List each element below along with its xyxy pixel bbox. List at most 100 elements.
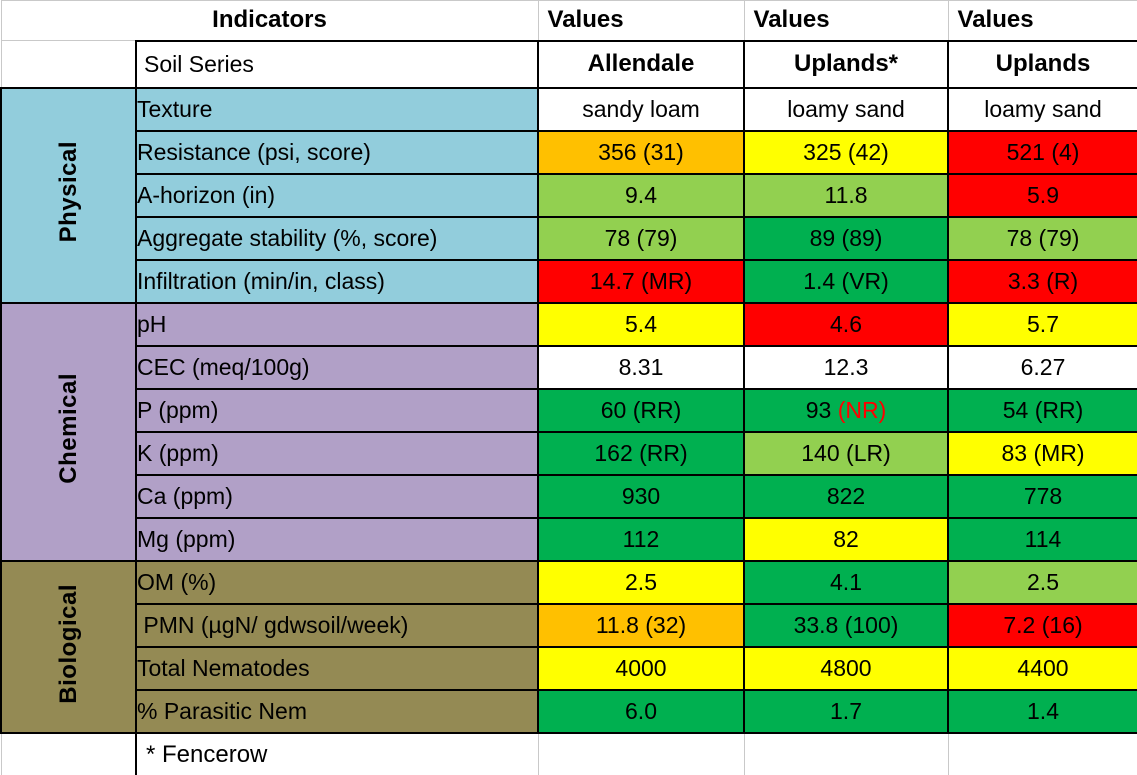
- indicator-cell: Resistance (psi, score): [134, 129, 540, 175]
- indicator-cell: Aggregate stability (%, score): [134, 215, 540, 261]
- indicator-cell: Texture: [134, 86, 540, 132]
- footnote-spacer-cell: [0, 732, 137, 775]
- indicator-cell: P (ppm): [134, 387, 540, 433]
- section-label: Chemical: [54, 373, 82, 484]
- value-cell: 6.27: [947, 344, 1137, 390]
- value-cell: 3.3 (R): [947, 258, 1137, 304]
- table-row: Resistance (psi, score) 356 (31) 325 (42) 5…: [1, 129, 1137, 175]
- value-cell: 2.5: [947, 559, 1137, 605]
- value-cell: sandy loam: [537, 86, 746, 132]
- section-category-cell-physical: Physical: [0, 86, 137, 304]
- footnote-text: * Fencerow: [134, 732, 539, 775]
- table-row: Physical Texture sandy loam loamy sand loamy…: [0, 86, 1137, 304]
- value-cell: 12.3: [743, 344, 950, 390]
- value-cell: 5.9: [947, 172, 1137, 218]
- values-header-2: Values: [743, 0, 949, 41]
- table-body: Physical Texture sandy loam loamy sand loamy…: [0, 86, 1137, 734]
- values-header-3: Values: [947, 0, 1137, 41]
- value-cell: 8.31: [537, 344, 746, 390]
- value-cell: 9.4: [537, 172, 746, 218]
- value-cell: 83 (MR): [947, 430, 1137, 476]
- value-cell: 1.4: [947, 688, 1137, 734]
- table-row: Ca (ppm) 930 822 778: [1, 473, 1137, 519]
- value-cell: 5.7: [947, 301, 1137, 347]
- value-cell: 325 (42): [743, 129, 950, 175]
- indicator-cell: K (ppm): [134, 430, 540, 476]
- header-row: Indicators Values Values Values: [0, 0, 1137, 41]
- table-row: Mg (ppm) 112 82 114: [1, 516, 1137, 562]
- table-row: Infiltration (min/in, class) 14.7 (MR) 1.4…: [1, 258, 1137, 304]
- value-cell: 4.6: [743, 301, 950, 347]
- value-cell: 60 (RR): [537, 387, 746, 433]
- value-cell: 5.4: [537, 301, 746, 347]
- value-cell: 1.7: [743, 688, 950, 734]
- footnote-row: * Fencerow: [0, 732, 1137, 775]
- value-cell: 89 (89): [743, 215, 950, 261]
- indicator-cell: A-horizon (in): [134, 172, 540, 218]
- value-cell: 6.0: [537, 688, 746, 734]
- indicator-cell: CEC (meq/100g): [134, 344, 540, 390]
- indicator-cell: % Parasitic Nem: [134, 688, 540, 734]
- value-cell: 93 (NR): [743, 387, 950, 433]
- footnote-empty-cell: [537, 732, 745, 775]
- table-row: Total Nematodes 4000 4800 4400: [1, 645, 1137, 691]
- table-header-rows: Indicators Values Values Values Soil Ser…: [0, 0, 1137, 89]
- value-cell: 54 (RR): [947, 387, 1137, 433]
- value-cell: 4400: [947, 645, 1137, 691]
- indicators-header: Indicators: [0, 0, 539, 41]
- value-cell: loamy sand: [947, 86, 1137, 132]
- indicator-cell: pH: [134, 301, 540, 347]
- indicator-cell: Infiltration (min/in, class): [134, 258, 540, 304]
- value-cell: 14.7 (MR): [537, 258, 746, 304]
- value-cell: 33.8 (100): [743, 602, 950, 648]
- value-cell: 4000: [537, 645, 746, 691]
- value-cell: 822: [743, 473, 950, 519]
- value-cell: 778: [947, 473, 1137, 519]
- value-cell: 2.5: [537, 559, 746, 605]
- value-cell: 140 (LR): [743, 430, 950, 476]
- table-row: CEC (meq/100g) 8.31 12.3 6.27: [1, 344, 1137, 390]
- footnote-empty-cell: [743, 732, 949, 775]
- value-cell: 521 (4): [947, 129, 1137, 175]
- indicator-cell: Mg (ppm): [134, 516, 540, 562]
- table-row: PMN (µgN/ gdwsoil/week) 11.8 (32) 33.8 (10…: [1, 602, 1137, 648]
- value-cell: 4.1: [743, 559, 950, 605]
- series-name-uplands: Uplands: [947, 39, 1137, 89]
- series-name-uplands-fencerow: Uplands*: [743, 39, 950, 89]
- table-footer-rows: * Fencerow: [0, 732, 1137, 775]
- value-cell: 162 (RR): [537, 430, 746, 476]
- value-cell: 4800: [743, 645, 950, 691]
- value-cell: 7.2 (16): [947, 602, 1137, 648]
- section-category-cell-chemical: Chemical: [0, 301, 137, 562]
- value-cell: 11.8 (32): [537, 602, 746, 648]
- section-label: Biological: [54, 583, 82, 704]
- values-header-1: Values: [537, 0, 745, 41]
- table-row: Chemical pH 5.4 4.6 5.7: [0, 301, 1137, 562]
- table-row: A-horizon (in) 9.4 11.8 5.9: [1, 172, 1137, 218]
- table-row: P (ppm) 60 (RR) 93 (NR) 54 (RR): [1, 387, 1137, 433]
- value-cell: 78 (79): [947, 215, 1137, 261]
- indicator-cell: PMN (µgN/ gdwsoil/week): [134, 602, 540, 648]
- indicator-cell: OM (%): [134, 559, 540, 605]
- value-cell: 11.8: [743, 172, 950, 218]
- value-cell: 1.4 (VR): [743, 258, 950, 304]
- soil-series-row: Soil Series Allendale Uplands* Uplands: [0, 39, 1137, 89]
- series-name-allendale: Allendale: [537, 39, 746, 89]
- indicator-cell: Total Nematodes: [134, 645, 540, 691]
- soil-series-spacer-cell: [0, 40, 137, 88]
- footnote-empty-cell: [947, 732, 1137, 775]
- value-cell: 78 (79): [537, 215, 746, 261]
- table-row: K (ppm) 162 (RR) 140 (LR) 83 (MR): [1, 430, 1137, 476]
- indicator-cell: Ca (ppm): [134, 473, 540, 519]
- soil-series-label: Soil Series: [134, 39, 540, 89]
- section-category-cell-biological: Biological: [0, 559, 137, 734]
- accent-rating-text: (NR): [837, 396, 887, 423]
- value-cell: 930: [537, 473, 746, 519]
- value-cell: 112: [537, 516, 746, 562]
- section-label: Physical: [54, 141, 82, 243]
- table-row: % Parasitic Nem 6.0 1.7 1.4: [1, 688, 1137, 734]
- value-cell: 114: [947, 516, 1137, 562]
- value-cell: loamy sand: [743, 86, 950, 132]
